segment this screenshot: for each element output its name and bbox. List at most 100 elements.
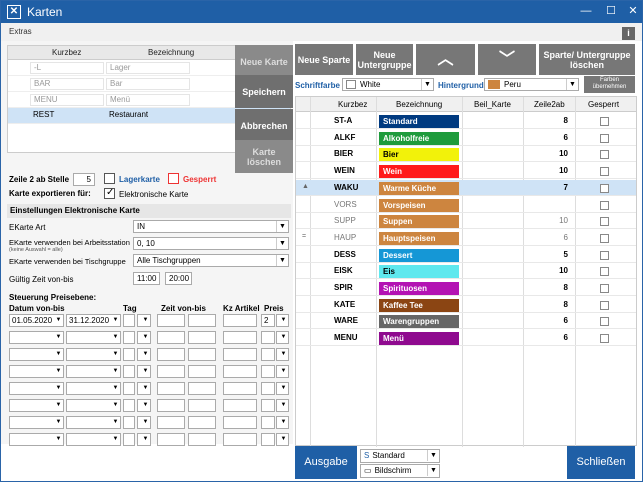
output-target-select[interactable]: ▭ Bildschirm ▼ <box>360 464 440 478</box>
table-row[interactable]: = HAUP Hauptspeisen 6 <box>296 230 636 246</box>
datum-bis-input[interactable]: ▼ <box>66 331 121 344</box>
kz-artikel-input[interactable] <box>223 331 257 344</box>
preis-select-2[interactable]: ▼ <box>276 314 289 327</box>
zeit-von-input[interactable] <box>157 331 185 344</box>
tag-select-2[interactable]: ▼ <box>137 433 151 446</box>
table-row[interactable]: EISK Eis 10 <box>296 263 636 280</box>
ausgabe-button[interactable]: Ausgabe <box>295 446 357 479</box>
row-gesperrt-checkbox[interactable] <box>600 167 609 177</box>
tag-select-2[interactable]: ▼ <box>137 348 151 361</box>
row-gesperrt-checkbox[interactable] <box>600 334 609 344</box>
zeit-von-input[interactable] <box>157 348 185 361</box>
neue-karte-button[interactable]: Neue Karte <box>235 45 293 78</box>
farben-uebernehmen-button[interactable]: Farben übernehmen <box>584 76 635 93</box>
tag-select-2[interactable]: ▼ <box>137 382 151 395</box>
menu-extras[interactable]: Extras <box>9 27 32 36</box>
tag-select[interactable] <box>123 331 135 344</box>
datum-bis-input[interactable]: 31.12.2020 ▼ <box>66 314 121 327</box>
zeit-bis-input[interactable] <box>188 314 216 327</box>
row-gesperrt-checkbox[interactable] <box>600 250 609 260</box>
neue-untergruppe-button[interactable]: Neue Untergruppe <box>356 44 413 75</box>
tischgruppe-select[interactable]: Alle Tischgruppen ▼ <box>133 254 289 267</box>
preis-select[interactable] <box>261 416 275 429</box>
move-down-button[interactable]: ﹀ <box>478 44 536 75</box>
karte-loeschen-button[interactable]: Karte löschen <box>235 140 293 173</box>
zeit-bis-input[interactable]: 20:00 <box>165 272 192 285</box>
tag-select[interactable] <box>123 416 135 429</box>
elektronische-karte-checkbox[interactable] <box>104 187 115 199</box>
row-gesperrt-checkbox[interactable] <box>600 233 609 243</box>
zeit-von-input[interactable] <box>157 399 185 412</box>
datum-von-input[interactable]: ▼ <box>9 365 64 378</box>
zeit-von-input[interactable] <box>157 433 185 446</box>
zeit-von-input[interactable] <box>157 314 185 327</box>
gesperrt-checkbox[interactable] <box>168 173 179 184</box>
datum-von-input[interactable]: ▼ <box>9 416 64 429</box>
zeit-bis-input[interactable] <box>188 331 216 344</box>
preis-select-2[interactable]: ▼ <box>276 382 289 395</box>
zeit-von-input[interactable] <box>157 365 185 378</box>
output-type-select[interactable]: S Standard ▼ <box>360 449 440 463</box>
preis-select-2[interactable]: ▼ <box>276 416 289 429</box>
kz-artikel-input[interactable] <box>223 382 257 395</box>
datum-von-input[interactable]: 01.05.2020 ▼ <box>9 314 64 327</box>
tag-select[interactable] <box>123 365 135 378</box>
row-gesperrt-checkbox[interactable] <box>600 267 609 277</box>
zeit-von-input[interactable] <box>157 416 185 429</box>
datum-von-input[interactable]: ▼ <box>9 348 64 361</box>
speichern-button[interactable]: Speichern <box>235 75 293 108</box>
table-row[interactable]: SPIR Spirituosen 8 <box>296 280 636 296</box>
table-row[interactable]: MENU Menü 6 <box>296 330 636 347</box>
kz-artikel-input[interactable] <box>223 399 257 412</box>
datum-bis-input[interactable]: ▼ <box>66 433 121 446</box>
row-gesperrt-checkbox[interactable] <box>600 183 609 193</box>
lagerkarte-checkbox[interactable] <box>104 173 115 184</box>
row-gesperrt-checkbox[interactable] <box>600 300 609 310</box>
table-row[interactable]: WARE Warengruppen 6 <box>296 313 636 330</box>
table-row[interactable]: VORS Vorspeisen <box>296 197 636 213</box>
kz-artikel-input[interactable] <box>223 348 257 361</box>
hintergrund-select[interactable]: Peru ▼ <box>484 78 579 91</box>
table-row[interactable]: ▲ WAKU Warme Küche 7 <box>296 179 636 196</box>
tag-select-2[interactable]: ▼ <box>137 399 151 412</box>
row-gesperrt-checkbox[interactable] <box>600 284 609 293</box>
maximize-icon[interactable]: ☐ <box>606 5 616 17</box>
zeit-von-input[interactable]: 11:00 <box>133 272 160 285</box>
zeile2-input[interactable]: 5 <box>73 173 95 186</box>
preis-select-2[interactable]: ▼ <box>276 433 289 446</box>
table-row[interactable]: BIER Bier 10 <box>296 146 636 163</box>
tag-select-2[interactable]: ▼ <box>137 314 151 327</box>
kz-artikel-input[interactable] <box>223 433 257 446</box>
tag-select[interactable] <box>123 399 135 412</box>
list-item[interactable]: -L Lager <box>8 60 290 76</box>
datum-von-input[interactable]: ▼ <box>9 399 64 412</box>
preis-select[interactable]: 2 <box>261 314 275 327</box>
kz-artikel-input[interactable] <box>223 416 257 429</box>
datum-bis-input[interactable]: ▼ <box>66 348 121 361</box>
move-up-button[interactable]: ︿ <box>416 44 475 75</box>
preis-select[interactable] <box>261 331 275 344</box>
row-gesperrt-checkbox[interactable] <box>600 117 609 126</box>
zeit-bis-input[interactable] <box>188 433 216 446</box>
tag-select[interactable] <box>123 314 135 327</box>
datum-von-input[interactable]: ▼ <box>9 433 64 446</box>
kz-artikel-input[interactable] <box>223 314 257 327</box>
tag-select-2[interactable]: ▼ <box>137 331 151 344</box>
preis-select[interactable] <box>261 433 275 446</box>
preis-select[interactable] <box>261 382 275 395</box>
zeit-bis-input[interactable] <box>188 416 216 429</box>
preis-select[interactable] <box>261 348 275 361</box>
list-item[interactable]: MENU Menü <box>8 92 290 108</box>
table-row[interactable]: ALKF Alkoholfreie 6 <box>296 130 636 146</box>
preis-select[interactable] <box>261 399 275 412</box>
preis-select-2[interactable]: ▼ <box>276 348 289 361</box>
tag-select[interactable] <box>123 382 135 395</box>
datum-bis-input[interactable]: ▼ <box>66 365 121 378</box>
table-row[interactable]: WEIN Wein 10 <box>296 163 636 180</box>
neue-sparte-button[interactable]: Neue Sparte <box>295 44 353 75</box>
table-row[interactable]: SUPP Suppen 10 <box>296 213 636 230</box>
schriftfarbe-select[interactable]: White ▼ <box>342 78 434 91</box>
tag-select-2[interactable]: ▼ <box>137 365 151 378</box>
zeit-bis-input[interactable] <box>188 382 216 395</box>
preis-select[interactable] <box>261 365 275 378</box>
